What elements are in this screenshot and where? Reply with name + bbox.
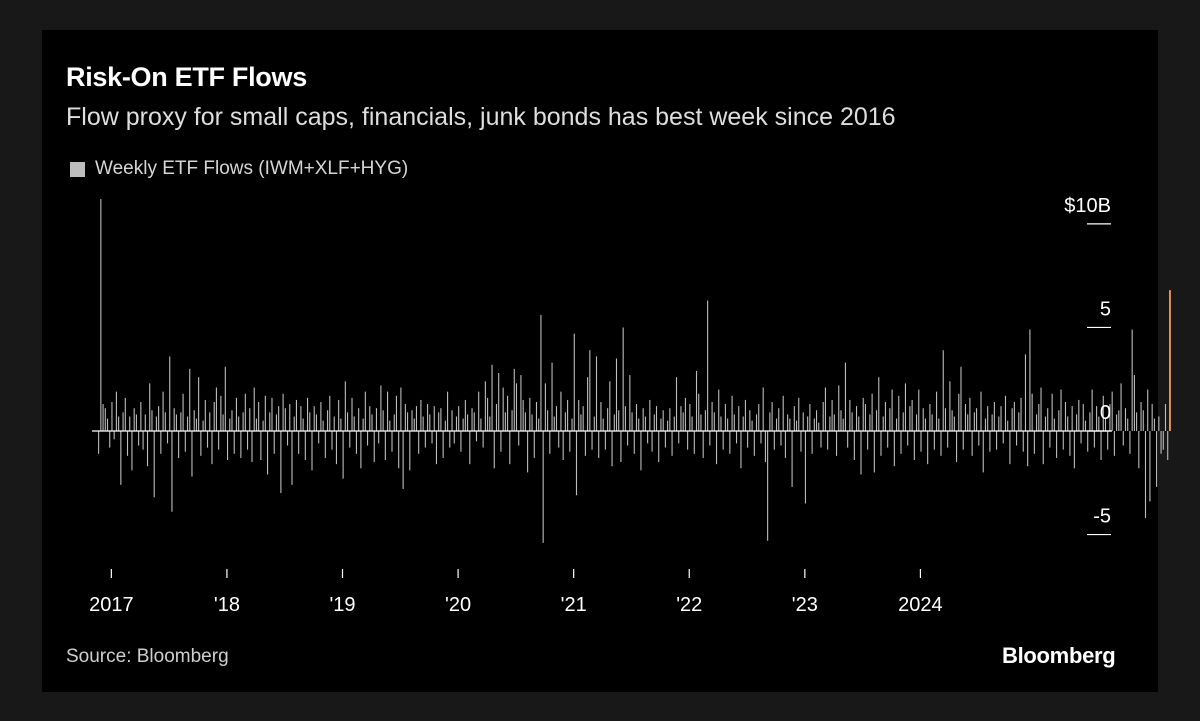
chart-subtitle: Flow proxy for small caps, financials, j…	[66, 103, 896, 131]
x-tick-label: '23	[792, 594, 818, 616]
chart-card	[42, 30, 1158, 692]
x-tick-label: 2024	[898, 594, 943, 616]
x-tick-label: '19	[329, 594, 355, 616]
x-tick-label: '21	[561, 594, 587, 616]
x-tick-label: '20	[445, 594, 471, 616]
x-tick-label: 2017	[89, 594, 134, 616]
y-tick-label: -5	[1093, 506, 1111, 528]
y-tick-label: 0	[1100, 402, 1111, 424]
x-tick-label: '18	[214, 594, 240, 616]
bloomberg-logo: Bloomberg	[1002, 643, 1116, 668]
y-tick-label: $10B	[1064, 195, 1111, 217]
chart-legend: Weekly ETF Flows (IWM+XLF+HYG)	[70, 158, 408, 180]
legend-label: Weekly ETF Flows (IWM+XLF+HYG)	[95, 158, 409, 179]
chart-title: Risk-On ETF Flows	[66, 62, 307, 92]
x-tick-label: '22	[676, 594, 702, 616]
legend-swatch	[70, 161, 85, 177]
source-note: Source: Bloomberg	[66, 646, 229, 667]
y-tick-label: 5	[1100, 298, 1111, 320]
